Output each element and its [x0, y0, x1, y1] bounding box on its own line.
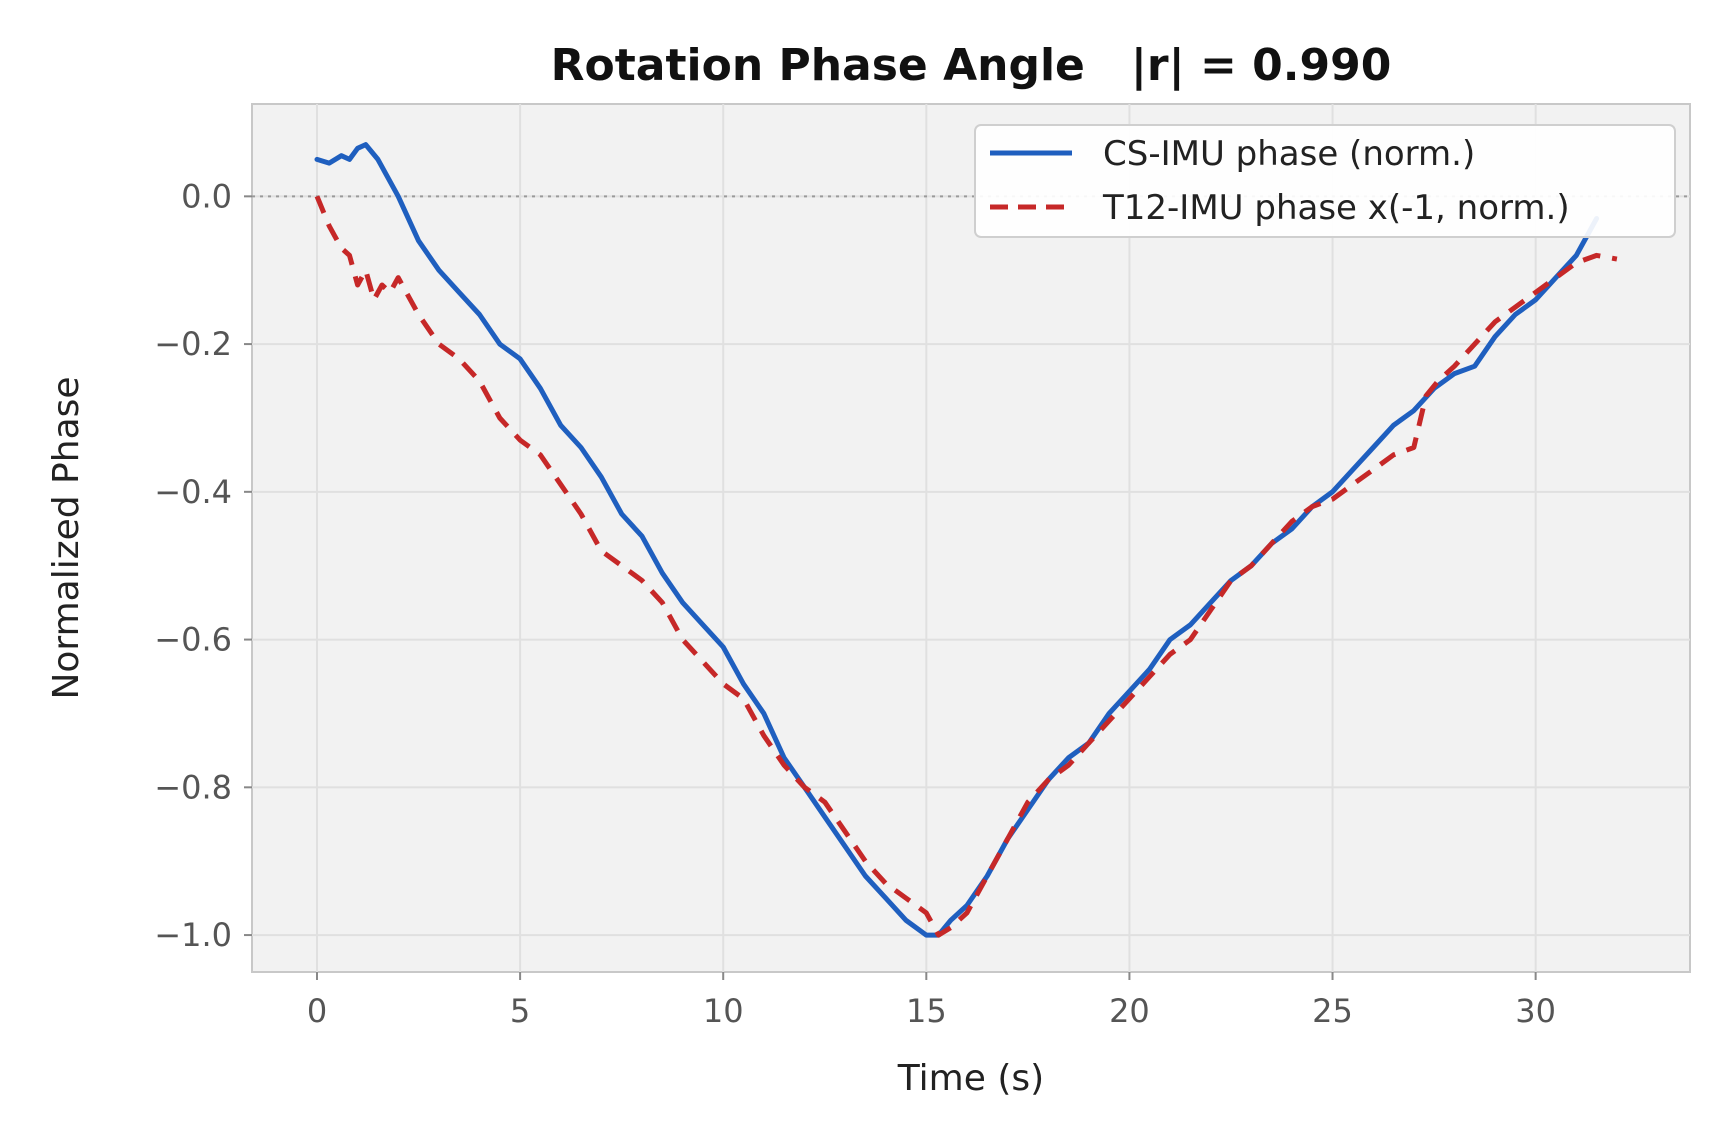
- x-tick-label: 10: [703, 992, 744, 1030]
- x-axis-label: Time (s): [897, 1058, 1044, 1099]
- x-tick-label: 20: [1109, 992, 1150, 1030]
- y-tick-label: −0.4: [154, 473, 232, 511]
- legend-box: [974, 124, 1676, 238]
- x-tick-label: 25: [1312, 992, 1353, 1030]
- y-tick-label: 0.0: [181, 177, 232, 215]
- series-group: [314, 142, 1618, 938]
- y-tick-label: −0.2: [154, 325, 232, 363]
- y-tick-label: −0.6: [154, 621, 232, 659]
- legend: CS-IMU phase (norm.) T12-IMU phase x(-1,…: [974, 124, 1676, 238]
- x-tick-label: 15: [906, 992, 947, 1030]
- x-tick-label: 30: [1515, 992, 1556, 1030]
- legend-label-cs-imu: CS-IMU phase (norm.): [1103, 134, 1475, 174]
- tick-labels: 0 5 10 15 20 25 30 0.0 −0.2 −0.4 −0.6 −0.8 −1.0: [154, 177, 1556, 1030]
- y-tick-label: −1.0: [154, 916, 232, 954]
- x-tick-label: 5: [510, 992, 530, 1030]
- plot-area: [251, 103, 1691, 973]
- y-axis-label: Normalized Phase: [46, 376, 87, 699]
- grid: [252, 104, 1690, 972]
- y-tick-label: −0.8: [154, 768, 232, 806]
- series-line-cs-imu: [314, 142, 1600, 938]
- legend-label-t12-imu: T12-IMU phase x(-1, norm.): [1102, 188, 1570, 228]
- chart-title: Rotation Phase Angle |r| = 0.990: [551, 40, 1392, 91]
- x-tick-label: 0: [307, 992, 327, 1030]
